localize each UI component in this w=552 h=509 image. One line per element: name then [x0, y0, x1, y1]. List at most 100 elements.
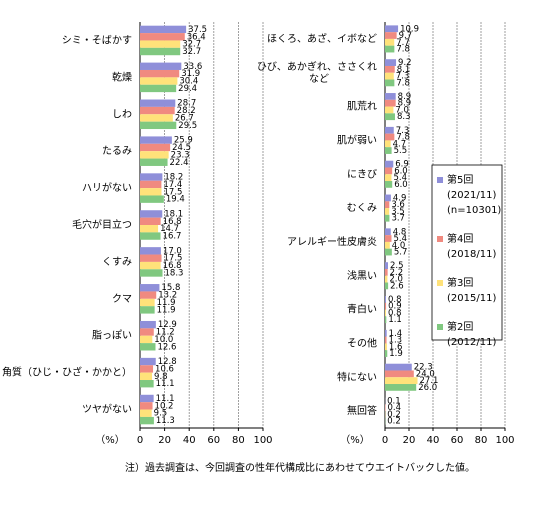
bar — [140, 394, 154, 403]
value-label: 16.8 — [163, 261, 182, 271]
bar — [385, 113, 395, 121]
value-label: 4.0 — [392, 241, 406, 251]
legend-box — [431, 164, 503, 341]
value-label: 9.8 — [154, 372, 168, 382]
bar — [385, 59, 397, 66]
x-tick-label: 40 — [183, 435, 196, 446]
value-label: 7.3 — [396, 126, 410, 136]
x-tick-label: 0 — [382, 435, 388, 446]
x-tick-label: 0 — [137, 435, 143, 446]
bar — [385, 384, 417, 391]
x-tick-label: 20 — [403, 435, 416, 446]
bar — [140, 158, 168, 166]
y-tick-label: 青白い — [347, 303, 377, 316]
value-label: 3.6 — [391, 200, 405, 210]
y-tick-label: 肌荒れ — [347, 101, 377, 113]
bar — [385, 93, 396, 100]
value-label: 0.2 — [387, 417, 401, 427]
value-label: 0.2 — [387, 410, 401, 420]
value-label: 9.5 — [154, 409, 168, 419]
value-label: 28.7 — [177, 99, 196, 109]
y-tick-label: ツヤがない — [82, 403, 132, 416]
value-label: 6.9 — [395, 160, 409, 170]
bar — [140, 121, 177, 130]
bar — [385, 329, 387, 337]
bar — [140, 298, 155, 307]
bar — [385, 201, 390, 209]
bar — [140, 306, 155, 314]
value-label: 29.5 — [178, 121, 197, 131]
bar — [140, 40, 181, 48]
value-label: 15.8 — [161, 283, 180, 293]
value-label: 0.8 — [388, 308, 402, 318]
value-label: 16.7 — [163, 232, 182, 242]
x-tick-label: 60 — [451, 435, 464, 446]
x-tick-label: 40 — [427, 435, 440, 446]
value-label: 27.1 — [420, 376, 439, 386]
x-tick-label: 60 — [207, 435, 220, 446]
bar — [140, 69, 180, 78]
bar — [140, 151, 169, 159]
value-label: 25.9 — [174, 136, 193, 146]
value-label: 17.4 — [163, 180, 182, 190]
bar — [385, 235, 392, 242]
y-tick-label: にきび — [347, 168, 377, 180]
value-label: 14.7 — [160, 224, 179, 234]
bar — [140, 372, 153, 381]
legend-swatch — [437, 236, 443, 242]
bar — [140, 261, 161, 270]
value-label: 5.5 — [394, 146, 408, 156]
y-tick-label: ハリがない — [82, 181, 132, 194]
y-tick-label: シミ・そばかす — [62, 34, 132, 46]
value-label: 2.0 — [389, 275, 403, 285]
x-tick-label: 80 — [475, 435, 488, 446]
value-label: 2.5 — [390, 261, 404, 271]
x-tick-label: 80 — [232, 435, 245, 446]
y-tick-label: くすみ — [102, 256, 132, 268]
bar — [385, 181, 393, 188]
bar — [385, 32, 397, 39]
bar — [385, 79, 395, 87]
bar — [385, 45, 395, 53]
value-label: 7.8 — [396, 133, 410, 143]
value-label: 1.6 — [389, 342, 403, 352]
value-label: 33.6 — [183, 62, 202, 72]
value-label: 28.2 — [177, 106, 196, 116]
value-label: 32.7 — [182, 47, 201, 57]
bar — [385, 302, 387, 310]
legend-label: (2015/11) — [447, 293, 496, 304]
value-label: 1.1 — [388, 315, 402, 325]
value-label: 18.3 — [165, 268, 184, 278]
bar — [140, 291, 157, 299]
bar — [140, 328, 154, 336]
value-label: 8.1 — [397, 65, 411, 75]
bar — [140, 84, 177, 93]
bar — [140, 136, 172, 144]
y-tick-label: 乾燥 — [112, 70, 132, 83]
bar — [385, 363, 412, 371]
bar — [140, 247, 161, 255]
legend-swatch — [437, 324, 443, 330]
bar — [140, 173, 163, 181]
bar — [140, 320, 156, 329]
bar — [140, 33, 185, 41]
value-label: 1.3 — [389, 336, 403, 346]
value-label: 5.4 — [393, 173, 407, 183]
bar — [140, 106, 175, 115]
value-label: 2.2 — [390, 268, 404, 278]
value-label: 0.8 — [388, 295, 402, 305]
bar — [385, 106, 394, 114]
bar — [385, 133, 395, 141]
bar — [385, 343, 387, 351]
bar — [385, 72, 394, 80]
value-label: 5.4 — [393, 234, 407, 244]
value-label: 18.2 — [164, 173, 183, 183]
bar — [385, 268, 388, 276]
bar — [140, 225, 159, 233]
y-tick-label: アレルギー性皮膚炎 — [287, 235, 377, 248]
value-label: 12.9 — [158, 320, 177, 330]
bar — [385, 214, 390, 222]
value-label: 22.4 — [170, 158, 189, 168]
value-label: 10.2 — [155, 401, 174, 411]
value-label: 32.7 — [182, 40, 201, 50]
